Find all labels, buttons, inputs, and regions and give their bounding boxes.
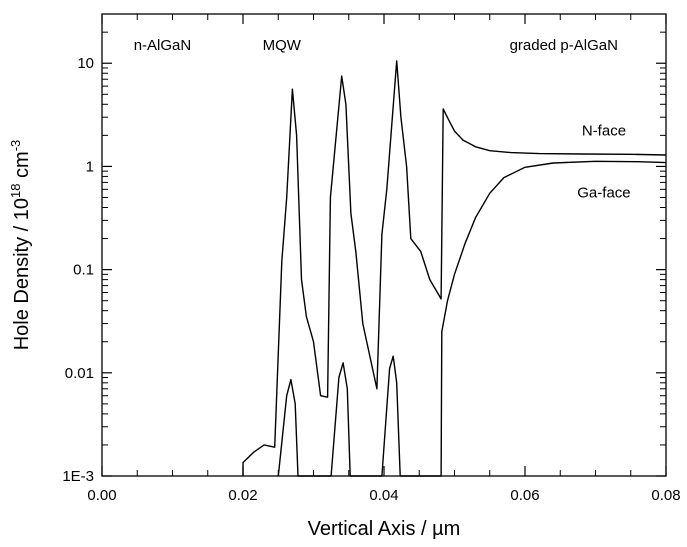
- x-tick-label: 0.00: [87, 487, 116, 504]
- x-tick-label: 0.08: [651, 487, 680, 504]
- axis-ticks: [101, 14, 667, 477]
- y-tick-label: 1: [86, 158, 94, 175]
- y-axis-label-prefix: Hole Density / 10: [11, 198, 33, 350]
- y-tick-label: 1E-3: [62, 468, 94, 485]
- y-axis-label-mid: cm: [11, 151, 33, 183]
- annotations: n-AlGaN MQW graded p-AlGaN N-face Ga-face: [134, 37, 631, 202]
- y-tick-label: 0.01: [65, 365, 94, 382]
- annotation-graded-p-algan: graded p-AlGaN: [510, 37, 618, 54]
- y-axis-label: Hole Density / 1018 cm-3: [8, 140, 33, 351]
- series-line-n-face: [242, 60, 667, 476]
- series-line-ga-face: [277, 160, 667, 477]
- plot-frame: [101, 13, 667, 477]
- annotation-n-face: N-face: [582, 122, 626, 139]
- axis-tick-labels: 0.00 0.02 0.04 0.06 0.08 1E-3 0.01 0.1 1 10: [62, 55, 680, 504]
- x-tick-label: 0.04: [369, 487, 398, 504]
- annotation-mqw: MQW: [263, 37, 302, 54]
- x-axis-label: Vertical Axis / µm: [308, 518, 461, 540]
- y-axis-label-exp2: -3: [8, 140, 23, 152]
- y-tick-label: 10: [77, 55, 94, 72]
- annotation-ga-face: Ga-face: [577, 184, 630, 201]
- x-tick-label: 0.02: [228, 487, 257, 504]
- y-tick-label: 0.1: [73, 262, 94, 279]
- series-layer: [242, 60, 667, 477]
- annotation-n-algan: n-AlGaN: [134, 37, 192, 54]
- x-tick-label: 0.06: [510, 487, 539, 504]
- y-axis-label-exp1: 18: [8, 184, 23, 198]
